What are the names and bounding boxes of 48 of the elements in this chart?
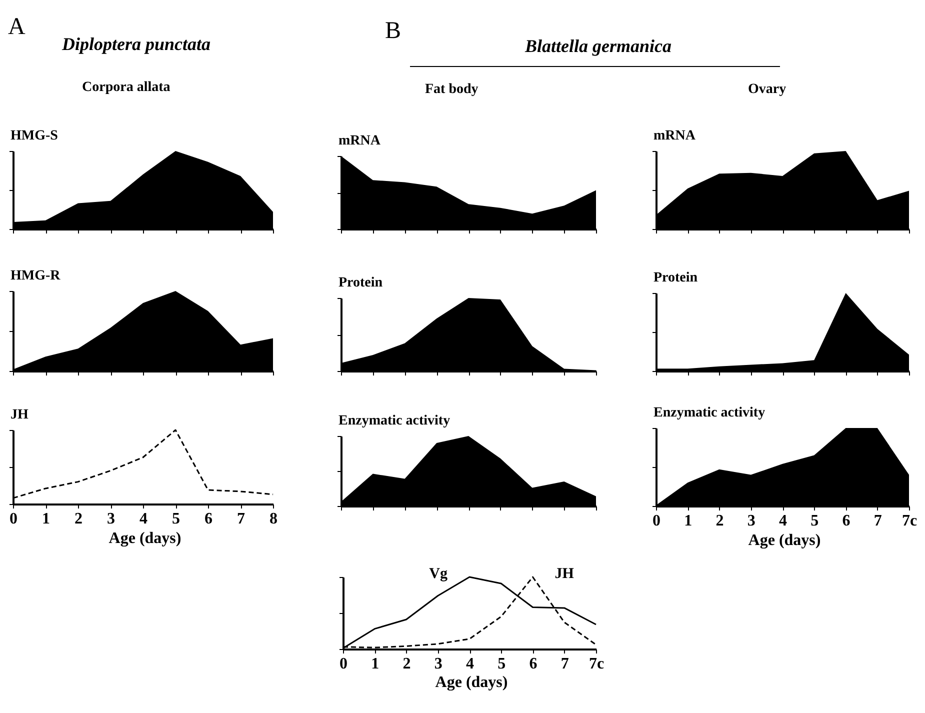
x-axis-title: Age (days) [434, 674, 509, 692]
x-tick-label: 7 [874, 512, 882, 530]
series-label: Vg [429, 566, 448, 582]
chart-title: mRNA [338, 134, 382, 148]
x-tick-label: 2 [402, 656, 411, 672]
x-tick-label: 7 [237, 510, 245, 528]
chart-title: HMG-R [10, 268, 62, 284]
x-tick-label: 2 [716, 512, 724, 530]
x-tick-label: 4 [140, 510, 148, 528]
x-tick-label: 0 [340, 656, 348, 672]
text: Diploptera punctata [62, 34, 211, 55]
chart-title: JH [10, 407, 28, 422]
x-tick-label: 5 [498, 656, 506, 672]
x-tick-label: 6 [529, 656, 538, 672]
chart-title: Enzymatic activity [338, 414, 450, 428]
x-tick-label: 7c [902, 512, 918, 530]
chart-title: Enzymatic activity [654, 406, 766, 420]
text: A [8, 14, 26, 41]
x-tick-label: 1 [42, 510, 50, 528]
x-tick-label: 0 [10, 510, 18, 528]
x-tick-label: 1 [684, 512, 692, 530]
text: Corpora allata [82, 80, 170, 96]
chart-title: Protein [654, 270, 698, 286]
x-tick-label: 7c [588, 656, 604, 672]
chart-title: Protein [338, 276, 383, 290]
x-tick-label: 5 [172, 510, 180, 528]
x-tick-label: 4 [779, 512, 787, 530]
x-tick-label: 1 [371, 656, 380, 672]
text: Fat body [425, 82, 478, 98]
x-tick-label: 4 [466, 656, 474, 672]
x-axis-title: Age (days) [747, 532, 822, 550]
x-tick-label: 3 [107, 510, 115, 528]
series-label: JH [554, 566, 574, 582]
x-axis-title: Age (days) [108, 530, 182, 548]
x-tick-label: 0 [652, 512, 660, 530]
x-tick-label: 2 [74, 510, 82, 528]
text: B [385, 18, 402, 45]
chart-title: mRNA [654, 128, 696, 144]
x-tick-label: 6 [204, 510, 212, 528]
x-tick-label: 7 [560, 656, 569, 672]
x-tick-label: 8 [270, 510, 278, 528]
chart-title: HMG-S [10, 128, 58, 144]
x-tick-label: 3 [747, 512, 756, 530]
text: Ovary [748, 82, 786, 98]
x-tick-label: 5 [810, 512, 819, 530]
text: Blattella germanica [525, 36, 672, 57]
x-tick-label: 3 [434, 656, 442, 672]
x-tick-label: 6 [842, 512, 850, 530]
